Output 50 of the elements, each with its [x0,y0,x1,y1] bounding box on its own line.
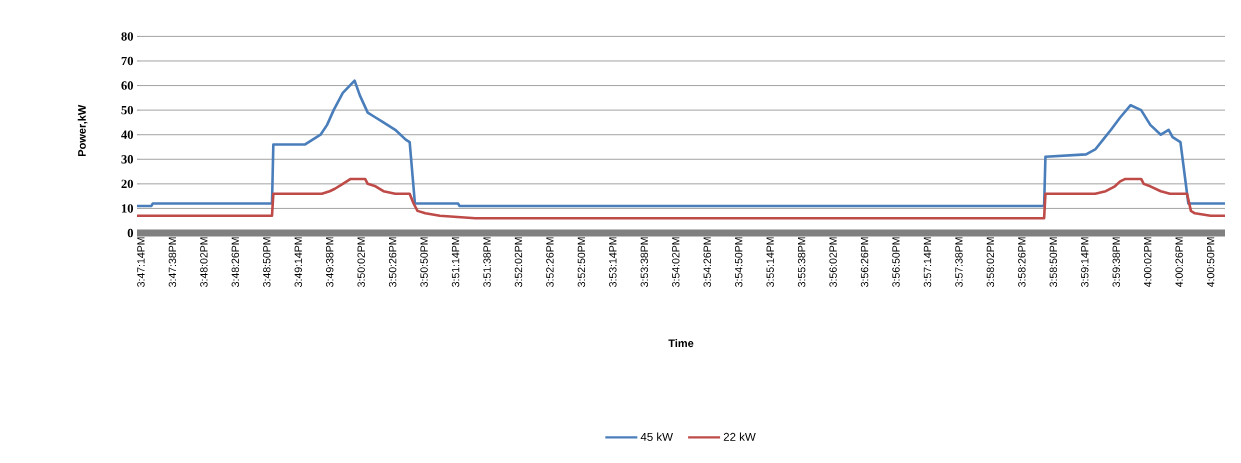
x-tick-label: 3:55:14PM [766,237,774,287]
x-tick-label: 3:51:38PM [483,237,491,287]
x-tick-label: 4:00:50PM [1206,237,1215,288]
x-tick-label: 3:53:38PM [640,237,649,287]
line-series [137,79,1225,208]
x-tick-label: 3:54:02PM [672,237,680,287]
x-tick-label: 3:52:50PM [577,237,586,287]
y-tick-label: 60 [121,81,134,90]
x-tick-label: 3:48:02PM [200,237,208,287]
x-tick-label: 3:55:38PM [797,237,806,287]
x-tick-label: 3:48:26PM [231,237,240,287]
legend-label: 22 kW [723,432,756,441]
x-tick-label: 3:56:50PM [892,237,900,287]
x-tick-label: 3:56:26PM [860,237,869,287]
x-tick-label: 3:57:14PM [923,237,932,287]
y-tick-label: 80 [121,32,134,41]
y-tick-label: 40 [121,130,134,139]
x-tick-label: 3:47:38PM [168,237,177,287]
x-tick-label: 3:59:14PM [1081,237,1089,287]
x-tick-label: 3:56:02PM [829,237,837,287]
x-tick-label: 4:00:02PM [1143,237,1152,288]
x-axis-title: Time [668,339,694,348]
x-tick-label: 3:51:14PM [451,237,460,287]
x-tick-label: 3:52:26PM [546,237,554,287]
y-tick-label: 10 [121,204,134,213]
x-tick-label: 3:49:14PM [294,237,302,287]
legend-label: 45 kW [640,432,673,441]
line-series [137,177,1225,220]
y-tick-label: 20 [121,179,134,189]
y-tick-label: 50 [121,105,134,115]
x-tick-label: 3:57:38PM [955,237,963,287]
x-tick-label: 3:47:14PM [137,237,145,287]
x-tick-label: 3:50:50PM [420,237,428,287]
y-tick-label: 0 [127,228,134,238]
x-tick-label: 3:58:26PM [1018,237,1026,287]
x-tick-label: 3:50:02PM [357,237,365,287]
x-tick-label: 3:59:38PM [1112,237,1120,287]
x-tick-label: 3:48:50PM [263,237,271,287]
x-tick-label: 3:52:02PM [514,237,523,287]
y-axis-title: Power,kW [77,104,88,157]
y-tick-label: 70 [121,56,134,66]
x-tick-label: 3:50:26PM [388,237,397,287]
y-tick-label: 30 [121,155,134,164]
x-tick-label: 3:53:14PM [609,237,617,287]
x-tick-label: 3:54:26PM [703,237,711,287]
x-tick-label: 3:58:02PM [986,237,995,287]
x-tick-label: 3:49:38PM [325,237,334,287]
x-tick-label: 4:00:26PM [1175,237,1183,288]
x-tick-label: 3:58:50PM [1049,237,1058,287]
x-tick-label: 3:54:50PM [734,237,743,287]
